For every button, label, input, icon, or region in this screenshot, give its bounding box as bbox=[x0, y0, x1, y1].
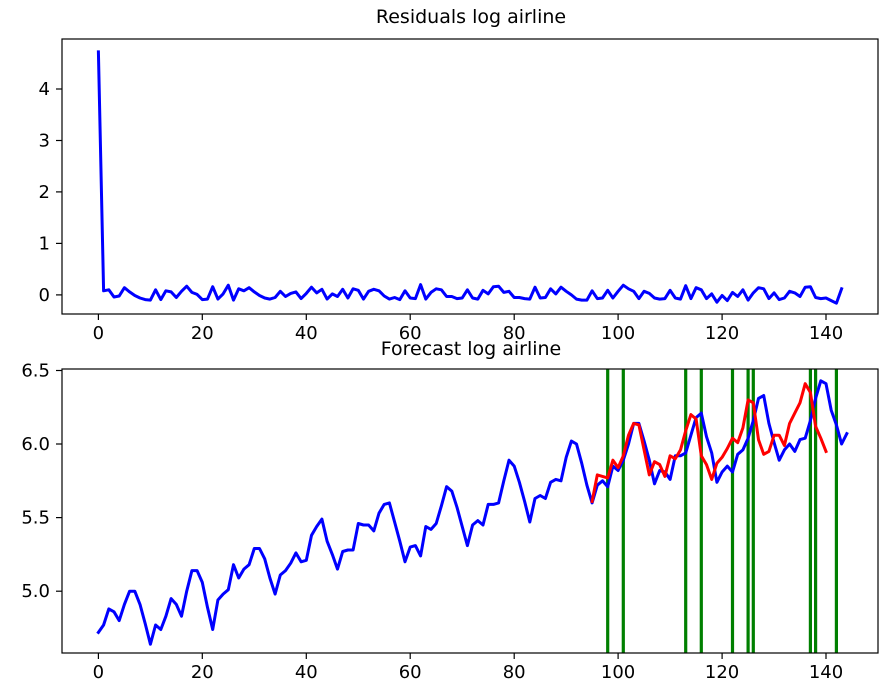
forecast-x-tick-label: 60 bbox=[399, 662, 422, 683]
forecast-y-tick-label: 5.5 bbox=[21, 508, 50, 529]
residuals-x-tick-label: 40 bbox=[295, 323, 318, 344]
residuals-y-tick-label: 1 bbox=[39, 233, 50, 254]
residuals-x-tick-label: 80 bbox=[503, 323, 526, 344]
forecast-series-line bbox=[590, 382, 828, 504]
residuals-title: Residuals log airline bbox=[376, 6, 566, 28]
forecast-title: Forecast log airline bbox=[381, 338, 561, 360]
residuals-subplot: Residuals log airline 0 20 40 60 80 100 120 140… bbox=[39, 6, 879, 344]
forecast-subplot: Forecast log airline 0 20 40 60 80 100 120 140 5… bbox=[21, 338, 879, 684]
forecast-x-tick-label: 40 bbox=[295, 662, 318, 683]
forecast-x-tick-label: 80 bbox=[503, 662, 526, 683]
residuals-x-tick-label: 20 bbox=[191, 323, 214, 344]
residuals-x-tick-label: 100 bbox=[601, 323, 635, 344]
forecast-lines bbox=[96, 369, 849, 653]
residuals-y-tick-label: 2 bbox=[39, 182, 50, 203]
residuals-series-line bbox=[96, 50, 844, 305]
residuals-x-tick-label: 120 bbox=[705, 323, 739, 344]
residuals-y-tick-label: 4 bbox=[39, 79, 50, 100]
forecast-y-tick-label: 6.5 bbox=[21, 361, 50, 382]
forecast-x-tick-label: 100 bbox=[601, 662, 635, 683]
forecast-series-line bbox=[96, 379, 849, 646]
residuals-x-tick-label: 60 bbox=[399, 323, 422, 344]
forecast-x-tick-label: 140 bbox=[809, 662, 843, 683]
forecast-x-tick-label: 20 bbox=[191, 662, 214, 683]
residuals-lines bbox=[96, 50, 844, 305]
forecast-y-tick-label: 5.0 bbox=[21, 581, 50, 602]
residuals-y-tick-label: 3 bbox=[39, 131, 50, 152]
residuals-y-tick-label: 0 bbox=[39, 285, 50, 306]
forecast-plot-frame bbox=[61, 368, 879, 654]
forecast-x-tick-label: 0 bbox=[93, 662, 104, 683]
residuals-x-tick-label: 0 bbox=[93, 323, 104, 344]
residuals-plot-frame bbox=[61, 38, 879, 315]
forecast-x-tick-label: 120 bbox=[705, 662, 739, 683]
residuals-x-tick-label: 140 bbox=[809, 323, 843, 344]
residuals-ticks: 0 20 40 60 80 100 120 140 0 1 2 3 4 bbox=[39, 79, 844, 344]
forecast-ticks: 0 20 40 60 80 100 120 140 5.0 5.5 6.0 6.5 bbox=[21, 361, 843, 684]
forecast-y-tick-label: 6.0 bbox=[21, 434, 50, 455]
